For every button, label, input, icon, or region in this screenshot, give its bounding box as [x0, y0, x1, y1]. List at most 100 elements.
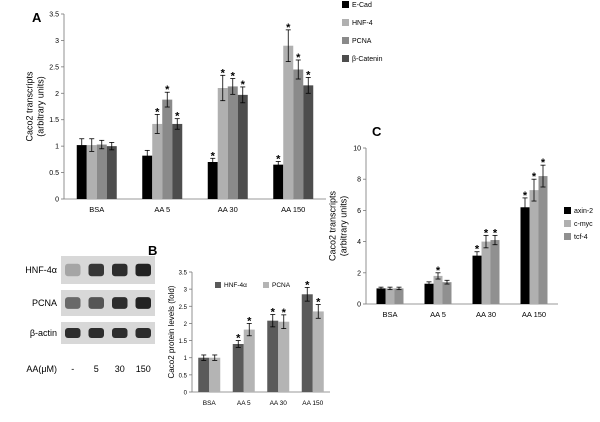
bar [142, 155, 153, 199]
chart-c: 0 2 4 6 8 10 BSA AA 5 AA 30 AA 150 * * * * * * * Caco2 tr… [328, 146, 594, 320]
bar [273, 164, 284, 199]
bar [267, 320, 279, 392]
bar [424, 283, 434, 304]
y-tick-label: 6 [357, 208, 361, 215]
legend-swatch [263, 282, 269, 288]
blot-band [135, 328, 151, 338]
y-tick-label: 2 [55, 91, 59, 98]
significance-star: * [211, 150, 216, 162]
blot-band [112, 297, 128, 309]
y-tick-label: 1 [55, 144, 59, 151]
bar [433, 275, 443, 304]
x-tick-label: AA 30 [270, 400, 288, 407]
bar [283, 45, 294, 199]
x-tick-label: BSA [89, 205, 104, 214]
bar [106, 146, 117, 199]
x-tick-label: AA 150 [302, 400, 323, 407]
y-tick-label: 0.5 [49, 170, 59, 177]
bar [96, 144, 107, 199]
bar [394, 288, 404, 304]
blot-row-label: β-actin [30, 328, 57, 338]
legend-label: tcf-4 [574, 234, 588, 241]
bar [227, 86, 238, 199]
significance-star: * [282, 307, 287, 319]
significance-star: * [541, 157, 546, 169]
blot-band [135, 263, 151, 277]
significance-star: * [316, 297, 321, 309]
significance-star: * [271, 307, 276, 319]
bar [385, 288, 395, 304]
blot-band [88, 263, 104, 277]
y-tick-label: 2.5 [49, 64, 59, 71]
legend-swatch [215, 282, 221, 288]
bar [162, 99, 173, 199]
blot-band [112, 263, 128, 277]
significance-star: * [155, 106, 160, 118]
legend-label: HNF-4 [352, 20, 373, 27]
y-tick-label: 0 [357, 302, 361, 309]
significance-star: * [276, 153, 281, 165]
significance-star: * [306, 69, 311, 81]
x-tick-label: AA 5 [430, 310, 446, 319]
y-tick-label: 1 [184, 356, 188, 362]
y-axis-title-line: (arbitrary units) [36, 76, 46, 137]
y-tick-label: 2.5 [179, 305, 188, 311]
panel-c-label: C [372, 124, 382, 139]
bar [76, 145, 87, 199]
y-axis-title: Caco2 transcripts(arbitrary units) [328, 190, 349, 261]
x-tick-label: AA 30 [218, 205, 238, 214]
blot-band [88, 297, 104, 309]
x-tick-label: AA 5 [154, 205, 170, 214]
blot-lane-label: 150 [136, 364, 151, 374]
y-tick-label: 10 [353, 146, 361, 153]
y-tick-label: 3.5 [49, 12, 59, 19]
y-tick-label: 0 [184, 391, 188, 397]
blot-strip [61, 322, 155, 344]
blot-band [88, 328, 104, 338]
blot-row-label: PCNA [32, 298, 57, 308]
blot-band [65, 328, 81, 338]
panel-a-label: A [32, 10, 42, 25]
significance-star: * [436, 265, 441, 277]
legend-label: PCNA [272, 282, 291, 289]
y-tick-label: 8 [357, 177, 361, 184]
y-axis-title: Caco2 transcripts(arbitrary units) [25, 71, 46, 142]
y-axis-title: Caco2 protein levels (fold) [167, 285, 176, 378]
bar [207, 162, 218, 199]
significance-star: * [175, 111, 180, 123]
y-axis-title-line: Caco2 transcripts [328, 190, 338, 261]
y-tick-label: 2 [184, 322, 188, 328]
bar [217, 88, 228, 199]
x-tick-label: AA 150 [281, 205, 305, 214]
bar [237, 94, 248, 199]
bar [303, 85, 314, 199]
legend-label: c-myc [574, 221, 593, 228]
x-tick-label: BSA [382, 310, 397, 319]
x-tick-label: AA 30 [476, 310, 496, 319]
y-tick-label: 0.5 [179, 373, 188, 379]
bar [472, 255, 482, 304]
bar [490, 240, 500, 304]
y-tick-label: 4 [357, 239, 361, 246]
blot-band [65, 263, 81, 277]
significance-star: * [484, 227, 489, 239]
blot-lane-label: - [71, 364, 74, 374]
x-tick-label: BSA [203, 400, 217, 407]
y-tick-label: 1.5 [179, 339, 188, 345]
bar [520, 207, 530, 304]
panel-c: C 0 2 4 6 8 10 BSA AA 5 AA 30 AA 150 * * * * * * * Caco2 … [328, 124, 594, 319]
bar [278, 321, 290, 392]
legend-swatch [342, 1, 349, 8]
significance-star: * [231, 70, 236, 82]
y-axis-title-line: Caco2 transcripts [25, 71, 35, 142]
significance-star: * [165, 84, 170, 96]
bar [376, 288, 386, 304]
bar [301, 294, 313, 392]
legend-swatch [564, 207, 571, 214]
y-axis-title-line: (arbitrary units) [339, 196, 349, 257]
legend-swatch [564, 220, 571, 227]
blot-band [112, 328, 128, 338]
significance-star: * [286, 22, 291, 34]
bar [481, 241, 491, 304]
